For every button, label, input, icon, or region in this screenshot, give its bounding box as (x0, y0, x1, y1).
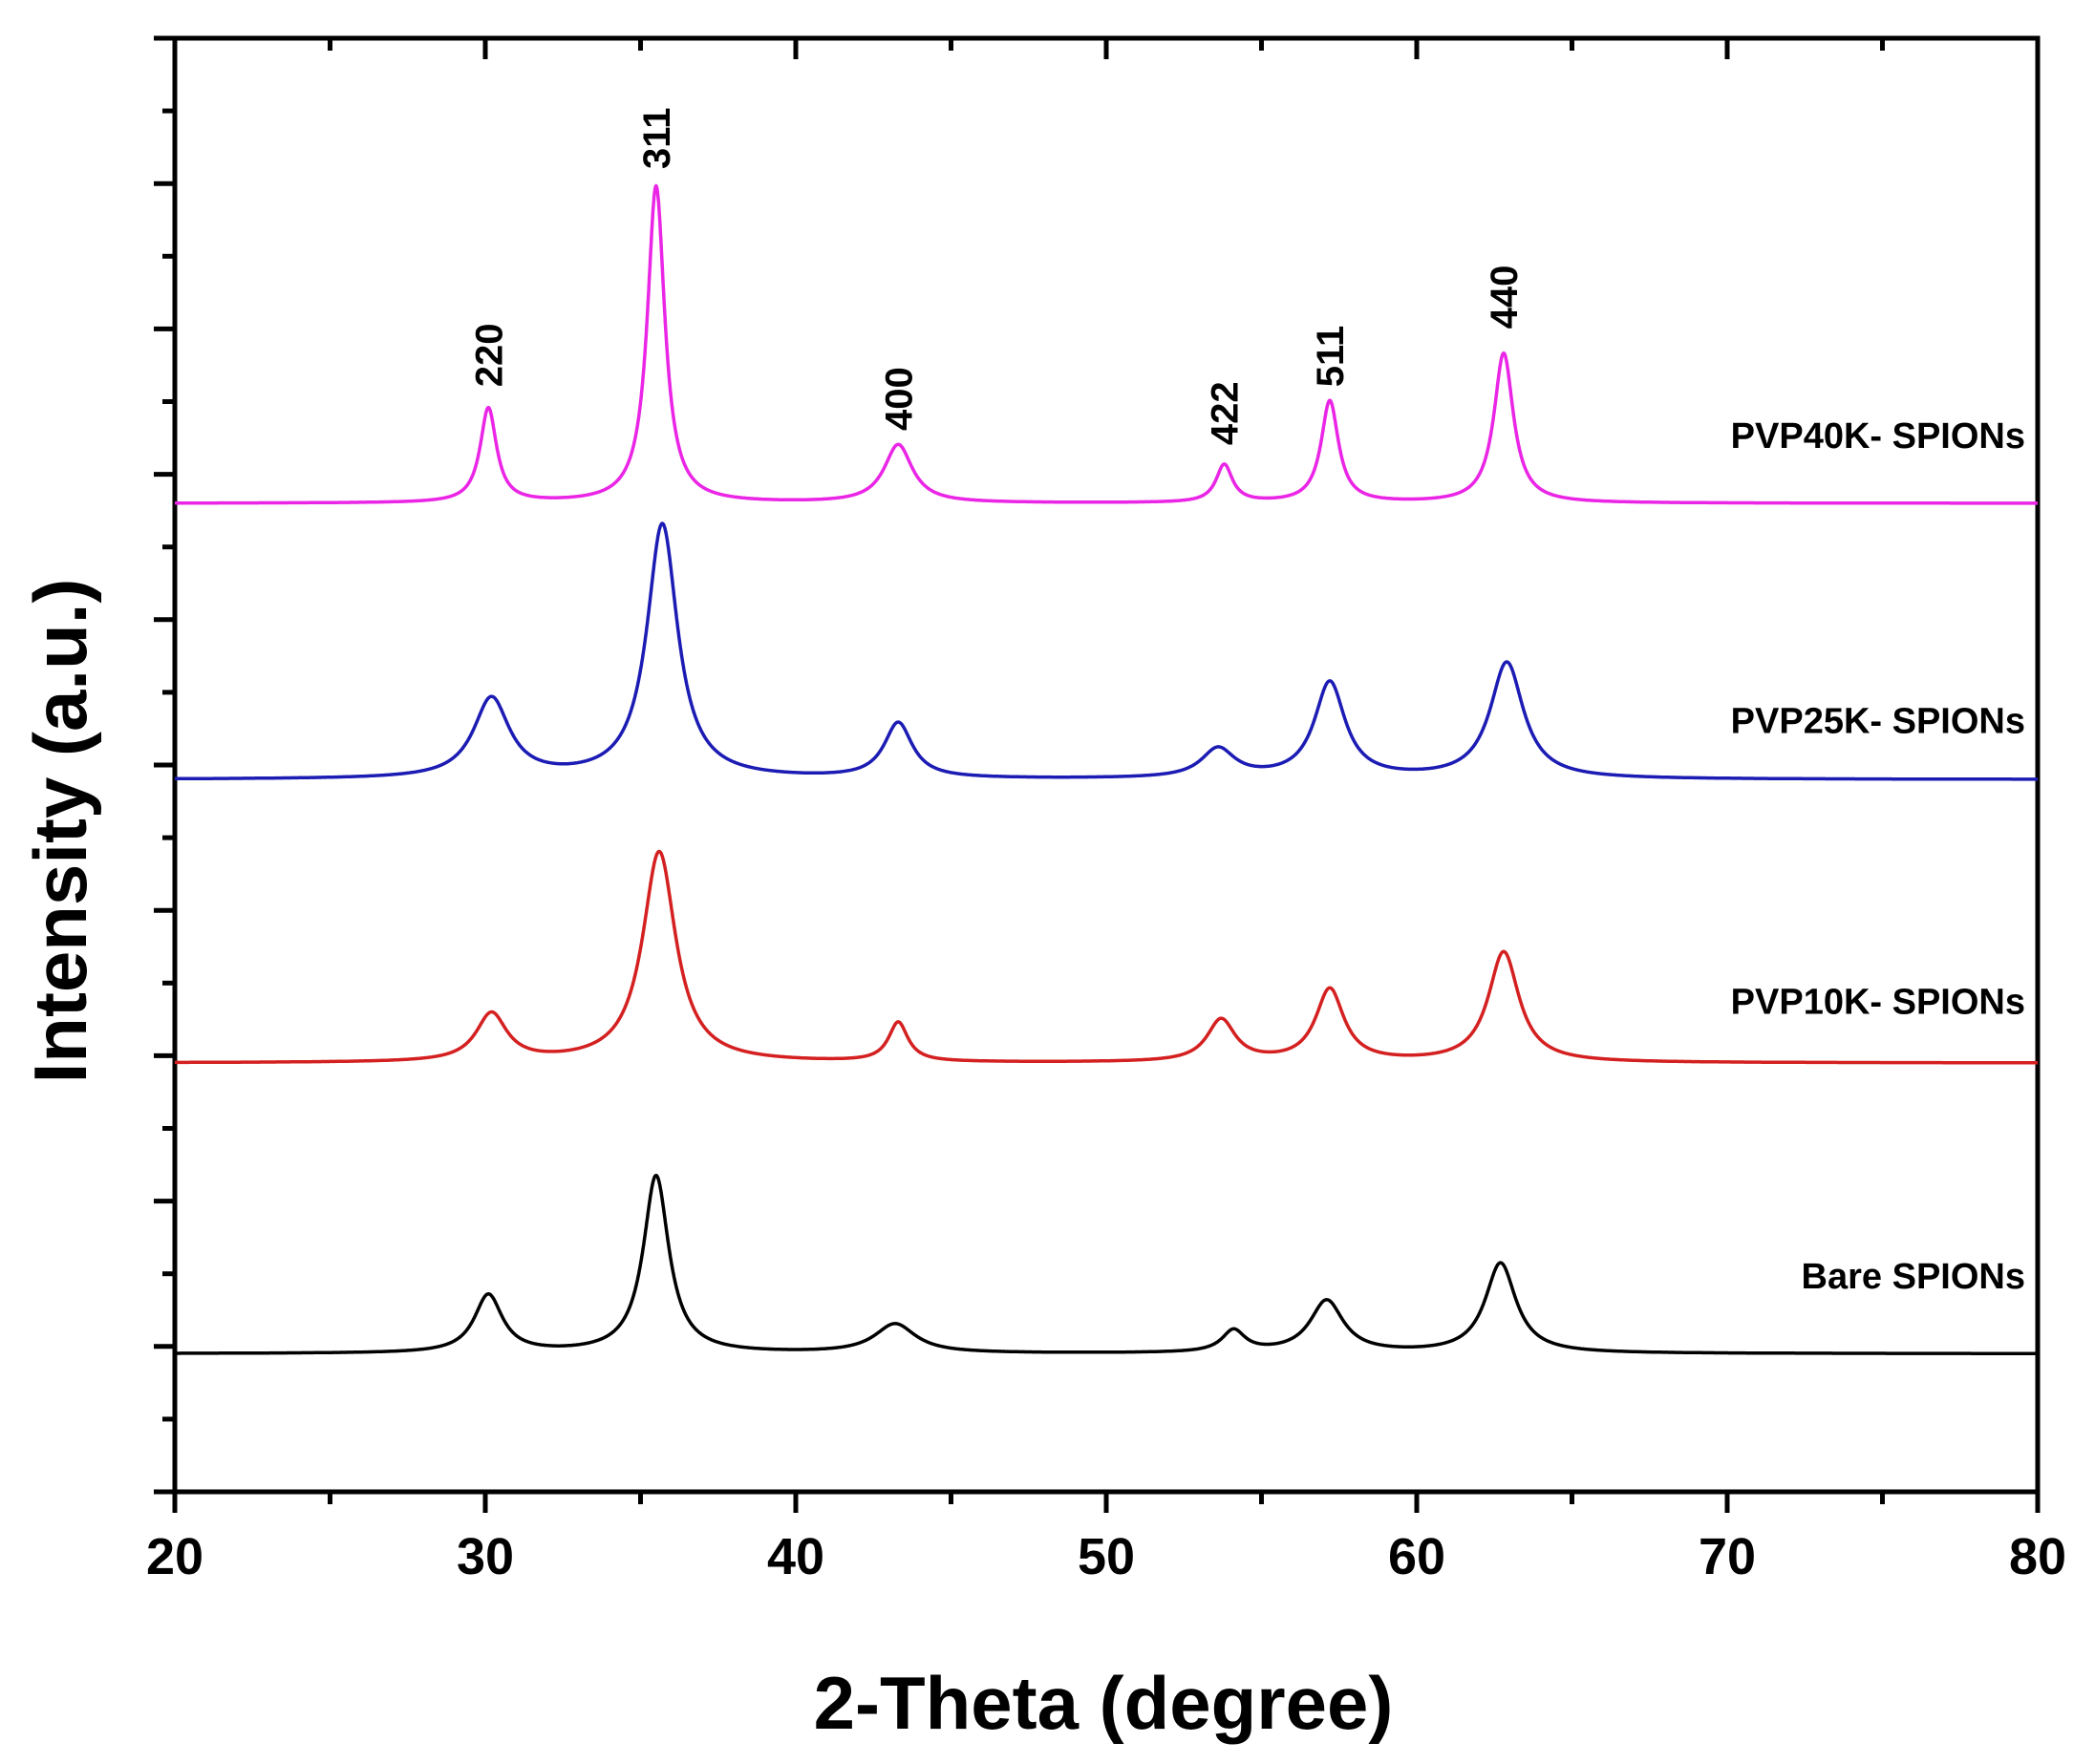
plot-frame (172, 35, 2041, 1495)
series-label: PVP40K- SPIONs (1731, 416, 2025, 457)
series-labels: Bare SPIONs PVP10K- SPIONs PVP25K- SPIONs P… (1731, 416, 2025, 1297)
peak-label: 220 (468, 324, 510, 388)
series-label: PVP10K- SPIONs (1731, 982, 2025, 1022)
plot-border (172, 35, 2041, 1495)
x-tick-label: 20 (146, 1528, 203, 1585)
y-axis-title: Intensity (a.u.) (18, 579, 102, 1084)
x-tick-label: 70 (1699, 1528, 1756, 1585)
series-line-pvp40k-spions (173, 183, 2040, 505)
series-line-pvp25k-spions (173, 521, 2040, 781)
peak-label: 440 (1484, 266, 1526, 329)
series-line-pvp10k-spions (173, 849, 2040, 1065)
x-axis-title: 2-Theta (degree) (814, 1661, 1394, 1745)
peak-label: 400 (878, 367, 920, 431)
peak-label: 422 (1205, 381, 1247, 445)
x-tick-label: 80 (2009, 1528, 2066, 1585)
x-tick-label: 60 (1388, 1528, 1445, 1585)
x-axis-ticks: 20 30 40 50 60 70 80 (146, 38, 2066, 1585)
peak-label: 311 (636, 107, 678, 169)
x-tick-label: 50 (1078, 1528, 1135, 1585)
x-tick-label: 40 (767, 1528, 824, 1585)
series-label: Bare SPIONs (1802, 1257, 2025, 1297)
peak-label: 511 (1310, 326, 1352, 388)
peak-labels: 220 311 400 422 511 440 (468, 107, 1526, 445)
series-line-bare-spions (173, 1173, 2040, 1355)
x-tick-label: 30 (457, 1528, 514, 1585)
series-lines (173, 183, 2040, 1355)
y-axis-ticks (154, 35, 175, 1495)
series-label: PVP25K- SPIONs (1731, 702, 2025, 742)
